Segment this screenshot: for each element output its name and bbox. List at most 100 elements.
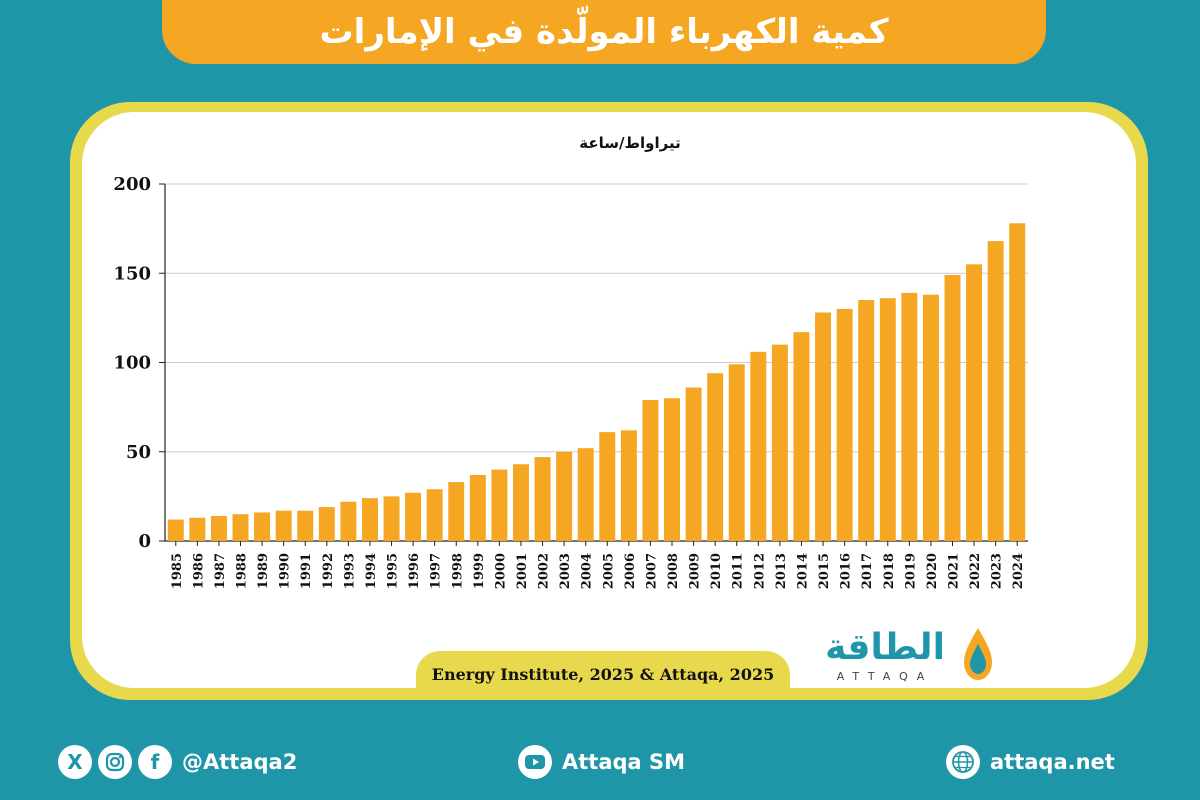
- x-tick-label: 2016: [839, 553, 854, 589]
- x-icon[interactable]: X: [58, 745, 92, 779]
- brand-latin: ATTAQA: [836, 670, 934, 683]
- bar: [318, 507, 335, 541]
- y-tick-label: 100: [113, 353, 151, 374]
- bar: [210, 516, 227, 541]
- x-tick-label: 1991: [299, 553, 314, 589]
- x-tick-label: 1992: [321, 553, 336, 589]
- instagram-icon[interactable]: [98, 745, 132, 779]
- youtube-link: Attaqa SM: [518, 742, 685, 782]
- x-tick-label: 1988: [235, 553, 250, 589]
- y-tick-label: 0: [138, 531, 151, 552]
- brand-logo: الطاقة ATTAQA: [810, 626, 1000, 688]
- x-tick-label: 1989: [256, 553, 271, 589]
- bar: [448, 482, 465, 541]
- bar: [901, 292, 918, 541]
- x-tick-label: 2009: [688, 553, 703, 589]
- source-note: Energy Institute, 2025 & Attaqa, 2025: [416, 651, 790, 697]
- bar: [1009, 223, 1026, 541]
- bar: [513, 464, 529, 541]
- x-tick-label: 2001: [515, 553, 530, 589]
- x-tick-label: 1995: [386, 553, 401, 589]
- x-tick-label: 2006: [623, 553, 638, 589]
- x-tick-label: 2008: [666, 553, 681, 589]
- facebook-icon[interactable]: f: [138, 745, 172, 779]
- brand-arabic: الطاقة: [825, 627, 945, 668]
- y-tick-label: 50: [126, 442, 151, 463]
- x-tick-label: 2022: [968, 553, 983, 589]
- bar: [922, 294, 939, 541]
- bar: [361, 498, 378, 541]
- social-handle[interactable]: @Attaqa2: [182, 750, 298, 774]
- bar: [620, 430, 637, 541]
- bar: [793, 332, 810, 541]
- youtube-channel[interactable]: Attaqa SM: [562, 750, 686, 774]
- x-tick-label: 1993: [342, 553, 357, 589]
- x-tick-label: 2014: [795, 553, 810, 589]
- bar: [232, 514, 249, 541]
- x-tick-label: 2010: [709, 553, 724, 589]
- bar: [685, 387, 702, 541]
- x-tick-label: 1985: [170, 553, 185, 589]
- bar: [340, 501, 357, 541]
- bar: [707, 373, 724, 541]
- x-tick-label: 2002: [537, 553, 552, 589]
- globe-icon[interactable]: [946, 745, 980, 779]
- bar: [987, 241, 1004, 541]
- x-tick-label: 2023: [990, 553, 1005, 589]
- bar: [275, 510, 292, 541]
- x-tick-label: 1986: [191, 553, 206, 589]
- website-link: attaqa.net: [946, 742, 1115, 782]
- y-tick-label: 200: [113, 174, 151, 195]
- x-tick-label: 1994: [364, 553, 379, 589]
- bar: [966, 264, 983, 541]
- bar: [426, 489, 443, 541]
- bar: [469, 474, 486, 541]
- bar: [858, 300, 875, 541]
- bar: [728, 364, 745, 541]
- x-tick-label: 2018: [882, 553, 897, 589]
- x-tick-label: 2021: [946, 553, 961, 589]
- bar: [189, 517, 206, 541]
- x-tick-label: 2007: [644, 553, 659, 589]
- website-url[interactable]: attaqa.net: [990, 750, 1115, 774]
- x-tick-label: 2011: [731, 553, 746, 589]
- y-tick-label: 150: [113, 263, 151, 284]
- bar: [599, 432, 616, 541]
- x-tick-label: 2004: [580, 553, 595, 589]
- social-links: X f @Attaqa2: [58, 742, 297, 782]
- youtube-icon[interactable]: [518, 745, 552, 779]
- x-tick-label: 1999: [472, 553, 487, 589]
- bar: [383, 496, 400, 541]
- x-tick-label: 1987: [213, 553, 228, 589]
- bar: [750, 351, 767, 541]
- page-title: كمية الكهرباء المولّدة في الإمارات: [162, 0, 1046, 64]
- bar: [664, 398, 680, 541]
- bar: [254, 512, 271, 541]
- x-tick-label: 2020: [925, 553, 940, 589]
- x-tick-label: 1990: [278, 553, 293, 589]
- x-tick-label: 2005: [601, 553, 616, 589]
- x-tick-label: 2003: [558, 553, 573, 589]
- x-tick-label: 2019: [903, 553, 918, 589]
- bar: [297, 510, 314, 541]
- x-tick-label: 1998: [450, 553, 465, 589]
- x-tick-label: 2015: [817, 553, 832, 589]
- bar: [879, 298, 896, 541]
- bar: [405, 492, 422, 541]
- x-tick-label: 2000: [493, 553, 508, 589]
- bar: [815, 312, 832, 541]
- bar: [556, 451, 573, 541]
- x-tick-label: 2013: [774, 553, 789, 589]
- bar: [642, 399, 659, 541]
- x-tick-label: 2017: [860, 553, 875, 589]
- flame-drop-icon: [964, 628, 992, 680]
- bar: [577, 448, 594, 541]
- y-axis-unit-label: تيراواط/ساعة: [579, 134, 681, 152]
- bar: [771, 344, 788, 541]
- bar: [491, 469, 508, 541]
- x-tick-label: 1996: [407, 553, 422, 589]
- bar: [836, 308, 853, 541]
- bar: [944, 275, 961, 541]
- bar: [167, 519, 184, 541]
